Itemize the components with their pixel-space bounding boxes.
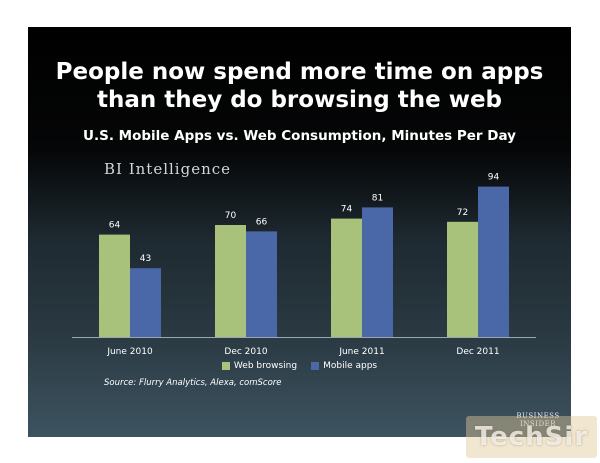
data-label-mobile-apps-june-2011: 81	[372, 193, 383, 203]
data-label-web-browsing-june-2010: 64	[109, 221, 121, 231]
watermark-text: TechSir	[474, 422, 589, 452]
legend-swatch-mobile-apps	[311, 362, 320, 370]
slide: People now spend more time on apps than …	[28, 27, 571, 437]
bar-mobile-apps-june-2011	[362, 207, 393, 337]
slide-title-line-1: People now spend more time on apps	[55, 59, 544, 85]
business-insider-logo: BUSINESS INSIDER	[508, 412, 568, 428]
chart-title: U.S. Mobile Apps vs. Web Consumption, Mi…	[83, 128, 516, 144]
x-tick-label: June 2011	[338, 347, 384, 357]
bar-chart: 64 43 June 2010 70 66 Dec 2010 74 81 June 2011 72…	[72, 173, 536, 357]
source-note: Source: Flurry Analytics, Alexa, comScor…	[104, 378, 282, 388]
data-label-web-browsing-june-2011: 74	[341, 205, 353, 215]
data-label-web-browsing-dec-2010: 70	[225, 211, 237, 221]
bar-mobile-apps-dec-2010	[246, 231, 277, 337]
bi-intelligence-brand: BI Intelligence	[104, 160, 232, 178]
legend-swatch-web-browsing	[221, 362, 230, 370]
legend-label-mobile-apps: Mobile apps	[323, 361, 378, 371]
bar-web-browsing-dec-2011	[447, 221, 478, 337]
bar-mobile-apps-dec-2011	[478, 186, 509, 337]
logo-line-2: INSIDER	[520, 420, 556, 428]
data-label-mobile-apps-dec-2011: 94	[488, 173, 500, 183]
legend-item-web-browsing: Web browsing	[221, 361, 298, 371]
data-label-mobile-apps-dec-2010: 66	[256, 217, 268, 227]
legend-item-mobile-apps: Mobile apps	[311, 361, 377, 371]
x-tick-label: June 2010	[106, 347, 153, 357]
data-label-mobile-apps-june-2010: 43	[140, 254, 151, 264]
x-tick-label: Dec 2010	[224, 347, 267, 357]
techsir-watermark: TechSir	[466, 416, 597, 458]
bar-web-browsing-june-2011	[331, 218, 362, 337]
bar-web-browsing-dec-2010	[215, 225, 246, 337]
bar-web-browsing-june-2010	[99, 234, 130, 337]
slide-title-line-2: than they do browsing the web	[96, 87, 503, 113]
legend: Web browsing Mobile apps	[28, 361, 571, 371]
logo-line-1: BUSINESS	[516, 412, 560, 420]
data-label-web-browsing-dec-2011: 72	[457, 208, 468, 218]
bar-mobile-apps-june-2010	[130, 268, 161, 337]
x-tick-label: Dec 2011	[456, 347, 499, 357]
legend-label-web-browsing: Web browsing	[233, 361, 298, 371]
